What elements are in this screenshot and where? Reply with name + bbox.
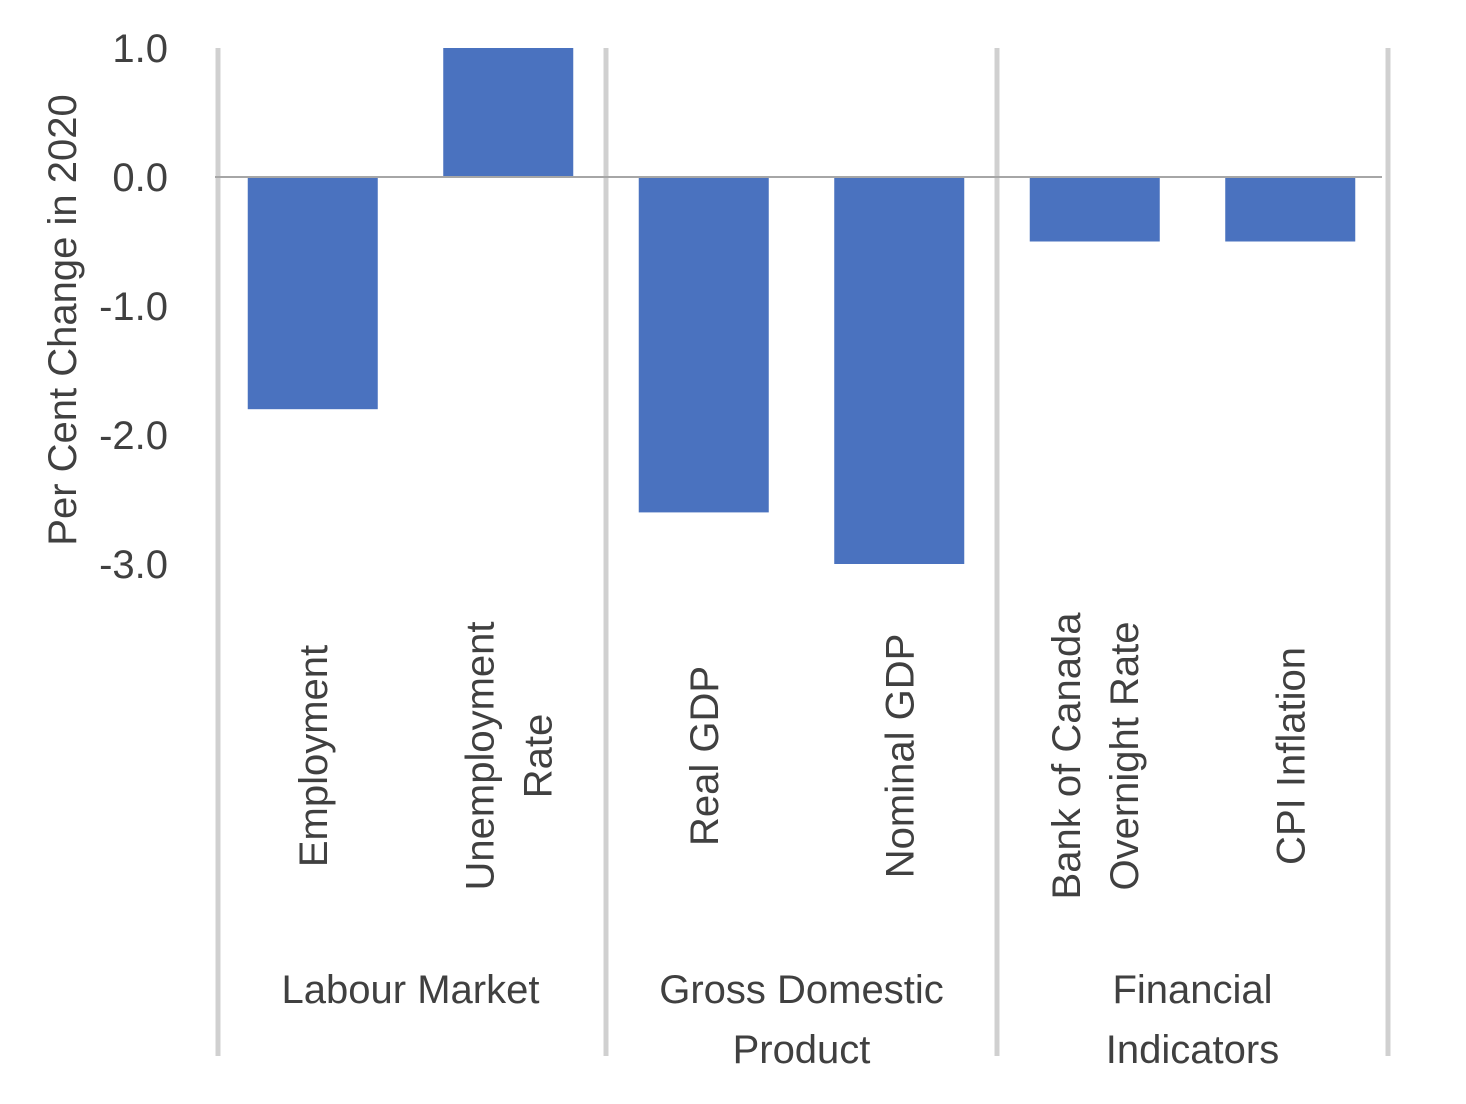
y-axis-label-group: Per Cent Change in 2020: [41, 94, 85, 545]
group-label-line: Gross Domestic: [659, 968, 944, 1012]
y-tick-label: 1.0: [112, 27, 168, 71]
category-label: CPI Inflation: [1269, 647, 1313, 865]
group-label-line: Indicators: [1106, 1028, 1279, 1072]
category-label-line: Employment: [292, 645, 336, 867]
y-tick-label: 0.0: [112, 156, 168, 200]
group-label-line: Financial: [1112, 968, 1272, 1012]
category-label-line: Bank of Canada: [1045, 612, 1089, 900]
group-labels: Labour Market Gross Domestic Product Financ…: [282, 968, 1280, 1072]
bar: [638, 177, 769, 513]
category-label-line: Real GDP: [683, 666, 727, 846]
y-axis-label: Per Cent Change in 2020: [41, 94, 85, 545]
bars: [247, 48, 1356, 564]
bar: [834, 177, 965, 564]
category-label-line: Rate: [516, 714, 560, 799]
bar: [1225, 177, 1356, 242]
y-tick-label: -1.0: [99, 285, 168, 329]
group-label: Financial Indicators: [1106, 968, 1279, 1072]
category-label: Bank of Canada Overnight Rate: [1045, 612, 1147, 900]
y-tick-label: -2.0: [99, 414, 168, 458]
category-label-line: CPI Inflation: [1269, 647, 1313, 865]
category-label-line: Nominal GDP: [878, 634, 922, 879]
bar: [247, 177, 378, 410]
category-label-line: Overnight Rate: [1103, 621, 1147, 890]
category-label: Nominal GDP: [878, 634, 922, 879]
group-label-line: Product: [733, 1028, 871, 1072]
group-label-line: Labour Market: [282, 968, 540, 1012]
bar: [1029, 177, 1160, 242]
group-label: Gross Domestic Product: [659, 968, 944, 1072]
group-label: Labour Market: [282, 968, 540, 1012]
y-tick-label: -3.0: [99, 543, 168, 587]
category-label: Real GDP: [683, 666, 727, 846]
category-label-line: Unemployment: [458, 621, 502, 890]
category-label: Employment: [292, 645, 336, 867]
category-labels: Employment Unemployment Rate Real GDP Nomina…: [292, 612, 1314, 900]
category-label: Unemployment Rate: [458, 621, 560, 890]
y-axis-ticks: 1.0 0.0 -1.0 -2.0 -3.0: [99, 27, 168, 587]
bar: [443, 48, 574, 177]
group-separators: [215, 48, 1391, 1056]
